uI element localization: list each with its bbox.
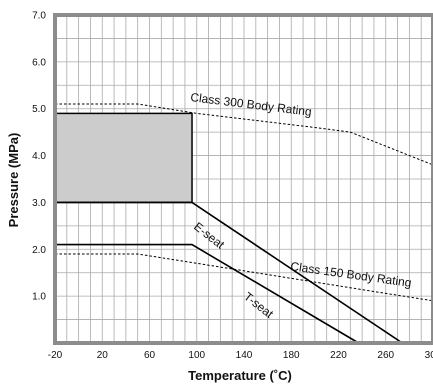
- series-lines: [55, 103, 433, 344]
- y-tick-label: 4.0: [32, 151, 46, 162]
- series-line-2: [55, 201, 403, 344]
- annotation-class-150: Class 150 Body Rating: [290, 259, 413, 290]
- y-tick-label: 7.0: [32, 11, 46, 22]
- y-tick-labels: 1.0 2.0 3.0 4.0 5.0 6.0 7.0: [32, 11, 46, 303]
- x-tick-label: 180: [283, 350, 300, 361]
- series-line-1: [55, 253, 433, 302]
- y-tick-label: 3.0: [32, 198, 46, 209]
- x-tick-label: 300: [425, 350, 433, 361]
- series-line-3: [55, 243, 360, 344]
- x-tick-labels: -20 20 60 100 140 180 220 260 300: [48, 350, 433, 361]
- x-tick-label: 220: [330, 350, 347, 361]
- x-tick-label: 20: [97, 350, 109, 361]
- series-line-0: [55, 103, 433, 166]
- y-tick-label: 5.0: [32, 104, 46, 115]
- x-tick-label: 60: [144, 350, 156, 361]
- y-tick-label: 2.0: [32, 245, 46, 256]
- x-tick-label: 140: [236, 350, 253, 361]
- y-axis-title: Pressure (MPa): [6, 133, 21, 228]
- x-tick-label: 260: [377, 350, 394, 361]
- shaded-region: [54, 112, 193, 204]
- annotation-t-seat: T-seat: [241, 289, 276, 321]
- x-tick-label: 100: [188, 350, 205, 361]
- y-tick-label: 6.0: [32, 57, 46, 68]
- x-axis-title: Temperature (˚C): [188, 368, 292, 383]
- y-tick-label: 1.0: [32, 292, 46, 303]
- grid: [55, 15, 433, 343]
- x-tick-label: -20: [48, 350, 63, 361]
- plot-frame: [53, 13, 433, 345]
